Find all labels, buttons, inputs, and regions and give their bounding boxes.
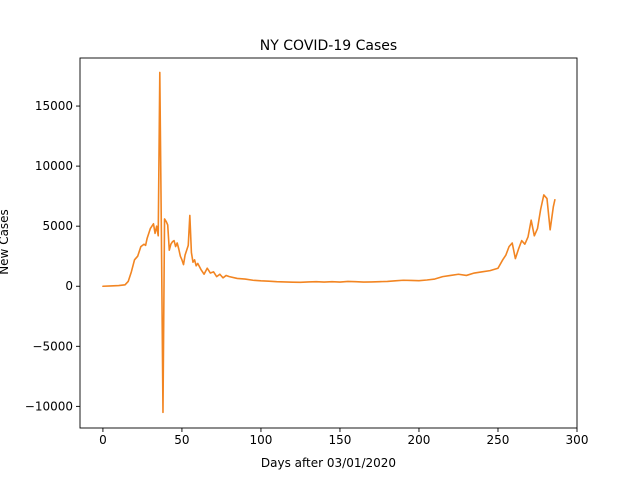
y-tick-label--10000: −10000	[25, 399, 73, 413]
y-tick-label--5000: −5000	[32, 339, 73, 353]
x-tick-label-200: 200	[408, 433, 431, 447]
x-axis-label: Days after 03/01/2020	[261, 456, 396, 470]
y-tick-label-0: 0	[65, 279, 73, 293]
x-tick-label-0: 0	[99, 433, 107, 447]
y-tick-label-10000: 10000	[35, 159, 73, 173]
y-tick-label-15000: 15000	[35, 99, 73, 113]
y-axis-label: New Cases	[0, 209, 11, 275]
chart-title: NY COVID-19 Cases	[260, 38, 397, 54]
plot-area: 0 50 100 150 200 250 300 −10000 −5000 0 5000 10000 1…	[25, 57, 589, 447]
y-tick-label-5000: 5000	[42, 219, 73, 233]
series-line-0	[102, 71, 556, 414]
x-tick-label-250: 250	[487, 433, 510, 447]
plot-frame	[79, 57, 578, 429]
x-tick-label-50: 50	[174, 433, 189, 447]
x-tick-label-150: 150	[329, 433, 352, 447]
x-tick-label-100: 100	[249, 433, 272, 447]
x-tick-label-300: 300	[566, 433, 589, 447]
